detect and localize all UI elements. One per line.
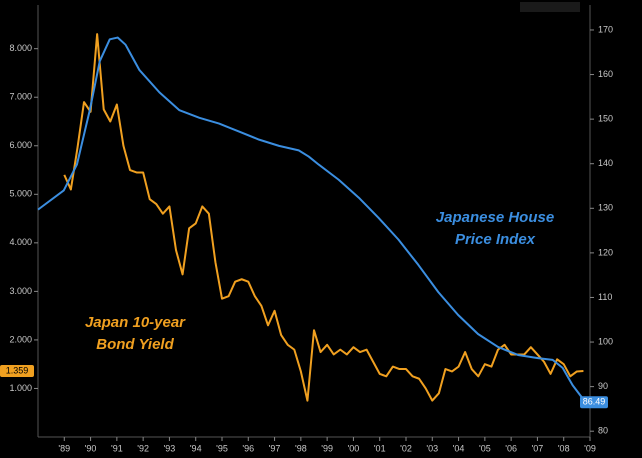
x-tick-label: '02 bbox=[400, 443, 412, 453]
series-line bbox=[37, 36, 587, 403]
x-tick-label: '89 bbox=[58, 443, 70, 453]
series-label: Japan 10-year bbox=[85, 314, 186, 331]
last-value-tag bbox=[0, 365, 34, 378]
x-tick-label: '05 bbox=[479, 443, 491, 453]
x-tick-label: '07 bbox=[532, 443, 544, 453]
series-label: Japanese House bbox=[436, 209, 554, 226]
y2-tick-label: 100 bbox=[598, 336, 613, 346]
y2-tick-label: 130 bbox=[598, 203, 613, 213]
x-tick-label: '92 bbox=[137, 443, 149, 453]
y2-tick-label: 80 bbox=[598, 426, 608, 436]
x-tick-label: '03 bbox=[426, 443, 438, 453]
x-tick-label: '01 bbox=[374, 443, 386, 453]
y2-tick-label: 170 bbox=[598, 24, 613, 34]
x-tick-label: '06 bbox=[505, 443, 517, 453]
x-tick-label: '98 bbox=[295, 443, 307, 453]
y2-tick-label: 160 bbox=[598, 69, 613, 79]
x-tick-label: '97 bbox=[269, 443, 281, 453]
x-tick-label: '99 bbox=[321, 443, 333, 453]
last-value-label: 86.49 bbox=[583, 397, 606, 407]
y2-tick-label: 120 bbox=[598, 247, 613, 257]
y-tick-label: 7.000 bbox=[9, 92, 32, 102]
last-value-tag bbox=[580, 396, 608, 409]
toolbar bbox=[520, 2, 580, 12]
x-tick-label: '08 bbox=[558, 443, 570, 453]
y2-tick-label: 150 bbox=[598, 114, 613, 124]
x-tick-label: '94 bbox=[190, 443, 202, 453]
y2-tick-label: 90 bbox=[598, 381, 608, 391]
y-tick-label: 6.000 bbox=[9, 140, 32, 150]
series-label: Price Index bbox=[455, 231, 536, 248]
series-label: Bond Yield bbox=[96, 336, 174, 353]
series-line bbox=[63, 33, 584, 402]
toolbar-strip bbox=[520, 2, 580, 12]
x-tick-label: '90 bbox=[85, 443, 97, 453]
x-tick-label: '09 bbox=[584, 443, 596, 453]
y-tick-label: 8.000 bbox=[9, 43, 32, 53]
y2-tick-label: 140 bbox=[598, 158, 613, 168]
x-tick-label: '04 bbox=[453, 443, 465, 453]
y-tick-label: 2.000 bbox=[9, 334, 32, 344]
y-tick-label: 4.000 bbox=[9, 237, 32, 247]
y-tick-label: 3.000 bbox=[9, 286, 32, 296]
x-tick-label: '00 bbox=[348, 443, 360, 453]
x-tick-label: '95 bbox=[216, 443, 228, 453]
x-tick-label: '96 bbox=[242, 443, 254, 453]
y-tick-label: 1.000 bbox=[9, 383, 32, 393]
x-tick-label: '91 bbox=[111, 443, 123, 453]
x-tick-label: '93 bbox=[164, 443, 176, 453]
y2-tick-label: 110 bbox=[598, 292, 612, 302]
last-value-label: 1.359 bbox=[6, 365, 29, 375]
y-tick-label: 5.000 bbox=[9, 189, 32, 199]
